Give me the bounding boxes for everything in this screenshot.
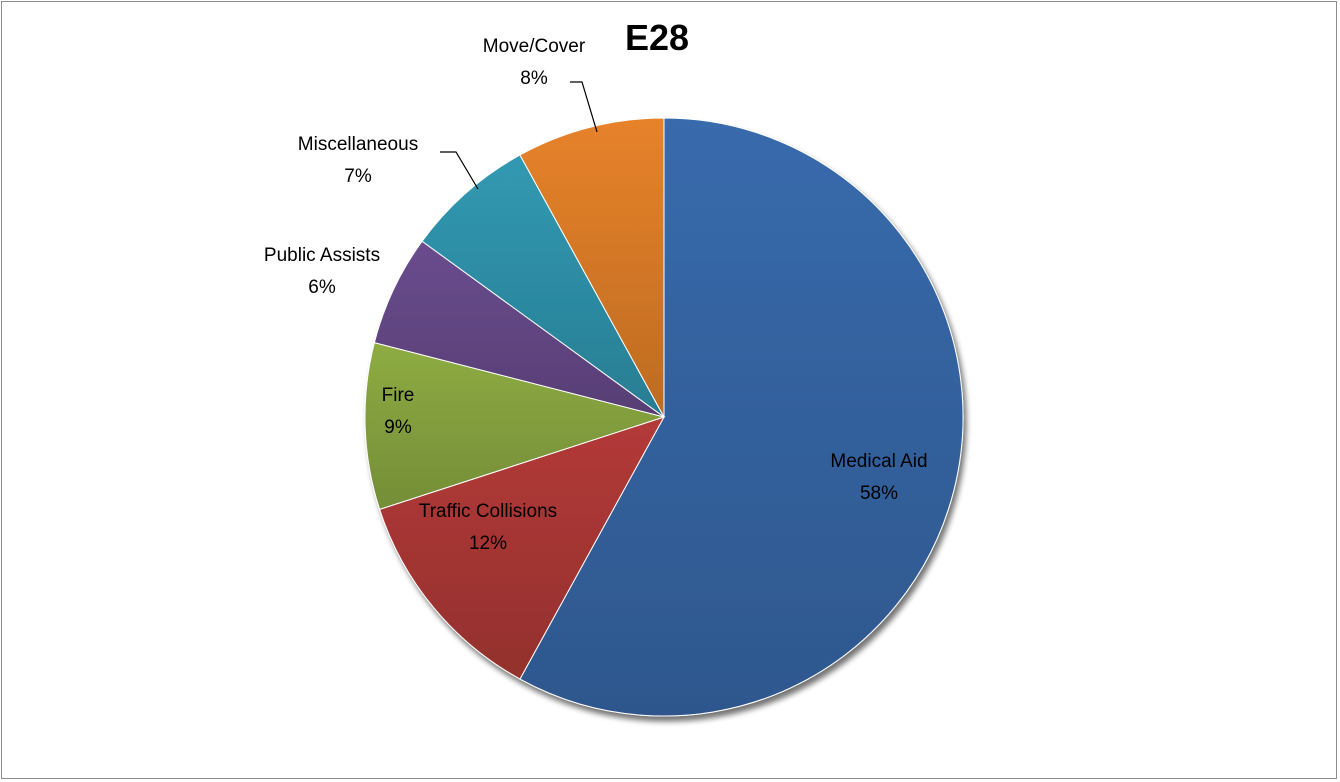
slice-label-miscellaneous: Miscellaneous 7% xyxy=(298,134,418,187)
slice-percent: 58% xyxy=(860,483,898,504)
slice-name: Traffic Collisions xyxy=(419,501,557,522)
pie-slice-medical-aid xyxy=(519,117,964,717)
slice-percent: 9% xyxy=(384,417,412,438)
slice-percent: 6% xyxy=(308,277,336,298)
slice-name: Move/Cover xyxy=(483,36,586,57)
slice-percent: 12% xyxy=(469,533,507,554)
leader-line-miscellaneous xyxy=(440,151,479,190)
slice-label-public-assists: Public Assists 6% xyxy=(264,245,380,298)
pie-slice-move-cover xyxy=(519,117,665,418)
leader-line-move-cover xyxy=(570,81,598,133)
slice-name: Fire xyxy=(382,385,415,406)
slice-percent: 8% xyxy=(520,68,548,89)
slice-label-move-cover: Move/Cover 8% xyxy=(483,36,586,89)
pie-slice-miscellaneous xyxy=(421,154,665,418)
slice-label-traffic-collisions: Traffic Collisions 12% xyxy=(419,501,557,554)
pie-slice-fire xyxy=(364,342,666,511)
slice-name: Miscellaneous xyxy=(298,134,418,155)
chart-title: E28 xyxy=(625,17,690,58)
pie-slice-traffic-collisions xyxy=(378,416,666,680)
slice-name: Public Assists xyxy=(264,245,380,266)
slice-label-medical-aid: Medical Aid 58% xyxy=(830,451,927,504)
slice-percent: 7% xyxy=(344,166,372,187)
slice-label-fire: Fire 9% xyxy=(382,385,415,438)
slice-name: Medical Aid xyxy=(830,451,927,472)
